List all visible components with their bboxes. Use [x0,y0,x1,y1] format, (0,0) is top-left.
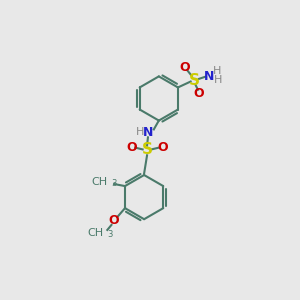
Text: H: H [136,127,145,137]
Text: CH: CH [87,228,104,238]
Text: N: N [204,70,215,83]
Text: O: O [126,141,137,154]
Text: H: H [214,75,222,85]
Text: H: H [213,66,221,76]
Text: O: O [157,141,168,154]
Text: 3: 3 [111,179,116,188]
Text: O: O [109,214,119,227]
Text: S: S [189,73,200,88]
Text: S: S [142,142,153,158]
Text: 3: 3 [107,230,113,239]
Text: O: O [179,61,190,74]
Text: N: N [143,126,154,140]
Text: CH: CH [91,177,107,187]
Text: O: O [193,87,204,100]
